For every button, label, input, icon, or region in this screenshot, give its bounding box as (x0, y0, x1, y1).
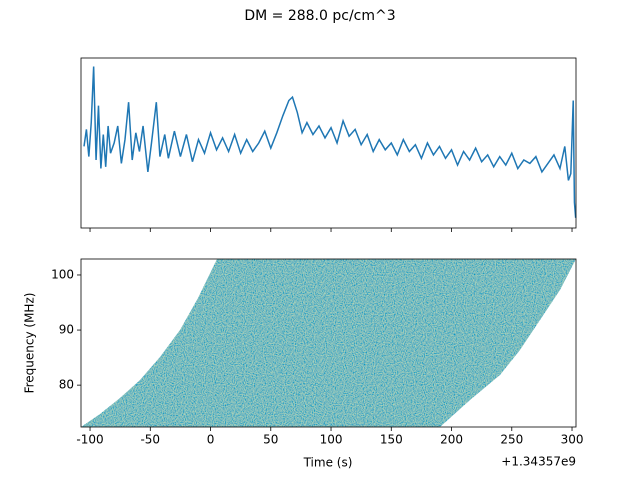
axes-frame (80, 57, 577, 229)
figure-title: DM = 288.0 pc/cm^3 (244, 8, 395, 24)
y-axis-label: Frequency (MHz) (23, 293, 37, 394)
axes-frame (80, 258, 577, 428)
y-tick-label: 90 (59, 323, 74, 337)
x-tick-label: -100 (76, 433, 103, 447)
x-tick-label: 50 (263, 433, 278, 447)
waterfall-image (81, 259, 576, 427)
offset-text: +1.34357e9 (501, 455, 576, 469)
x-tick-label: 100 (320, 433, 343, 447)
x-tick-label: 0 (207, 433, 215, 447)
x-tick-label: -50 (140, 433, 160, 447)
x-tick-label: 150 (380, 433, 403, 447)
y-tick-label: 80 (59, 378, 74, 392)
x-tick-label: 200 (440, 433, 463, 447)
x-tick-label: 300 (561, 433, 584, 447)
y-tick-label: 100 (51, 267, 74, 281)
data-line (83, 66, 577, 218)
x-axis-label: Time (s) (303, 456, 353, 470)
x-tick-label: 250 (500, 433, 523, 447)
